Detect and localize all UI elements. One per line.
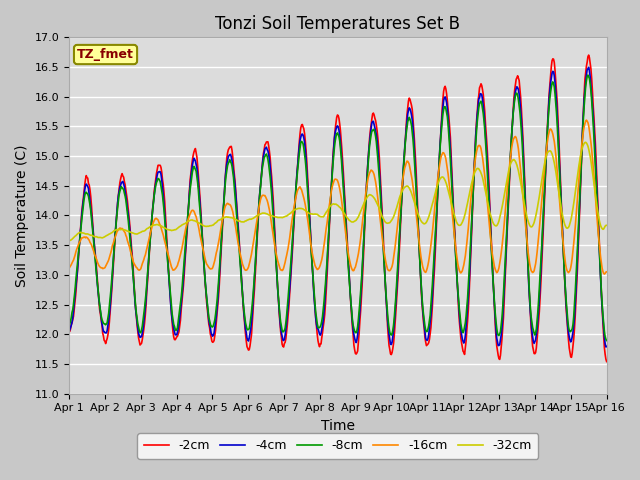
-4cm	[213, 305, 221, 311]
-4cm	[65, 329, 73, 335]
-8cm	[130, 284, 138, 290]
-8cm	[584, 72, 592, 78]
-32cm	[130, 231, 138, 237]
-2cm	[213, 310, 221, 316]
Line: -16cm: -16cm	[69, 120, 607, 274]
-4cm	[602, 344, 610, 350]
-8cm	[65, 323, 73, 328]
-2cm	[603, 359, 611, 364]
Line: -4cm: -4cm	[69, 67, 607, 347]
Line: -8cm: -8cm	[69, 75, 607, 340]
-4cm	[75, 249, 83, 254]
-32cm	[603, 222, 611, 228]
-4cm	[419, 306, 426, 312]
-32cm	[75, 230, 83, 236]
-8cm	[213, 298, 221, 303]
-2cm	[185, 200, 193, 206]
X-axis label: Time: Time	[321, 419, 355, 433]
-16cm	[130, 261, 138, 266]
-4cm	[585, 64, 593, 70]
-16cm	[185, 215, 193, 221]
-2cm	[419, 310, 426, 315]
-16cm	[75, 241, 83, 247]
-16cm	[419, 264, 426, 270]
-8cm	[185, 203, 193, 208]
Y-axis label: Soil Temperature (C): Soil Temperature (C)	[15, 144, 29, 287]
-2cm	[130, 283, 138, 289]
-4cm	[403, 119, 411, 125]
-16cm	[403, 158, 411, 164]
-4cm	[185, 202, 193, 207]
-4cm	[130, 286, 138, 292]
-32cm	[582, 140, 589, 145]
-32cm	[185, 218, 193, 224]
-8cm	[75, 246, 83, 252]
-16cm	[603, 269, 611, 275]
-32cm	[213, 219, 221, 225]
-16cm	[582, 117, 590, 123]
-8cm	[419, 304, 426, 310]
-8cm	[603, 337, 611, 343]
-2cm	[585, 52, 593, 58]
-2cm	[403, 112, 411, 118]
Title: Tonzi Soil Temperatures Set B: Tonzi Soil Temperatures Set B	[215, 15, 460, 33]
-4cm	[603, 344, 611, 349]
-32cm	[403, 183, 411, 189]
Line: -2cm: -2cm	[69, 55, 607, 361]
Text: TZ_fmet: TZ_fmet	[77, 48, 134, 61]
Line: -32cm: -32cm	[69, 143, 607, 241]
-16cm	[213, 247, 221, 253]
-8cm	[403, 124, 411, 130]
-32cm	[419, 220, 426, 226]
-32cm	[65, 238, 73, 244]
-16cm	[65, 265, 73, 271]
-2cm	[75, 252, 83, 257]
Legend: -2cm, -4cm, -8cm, -16cm, -32cm: -2cm, -4cm, -8cm, -16cm, -32cm	[138, 433, 538, 458]
-2cm	[65, 329, 73, 335]
-16cm	[600, 271, 608, 277]
